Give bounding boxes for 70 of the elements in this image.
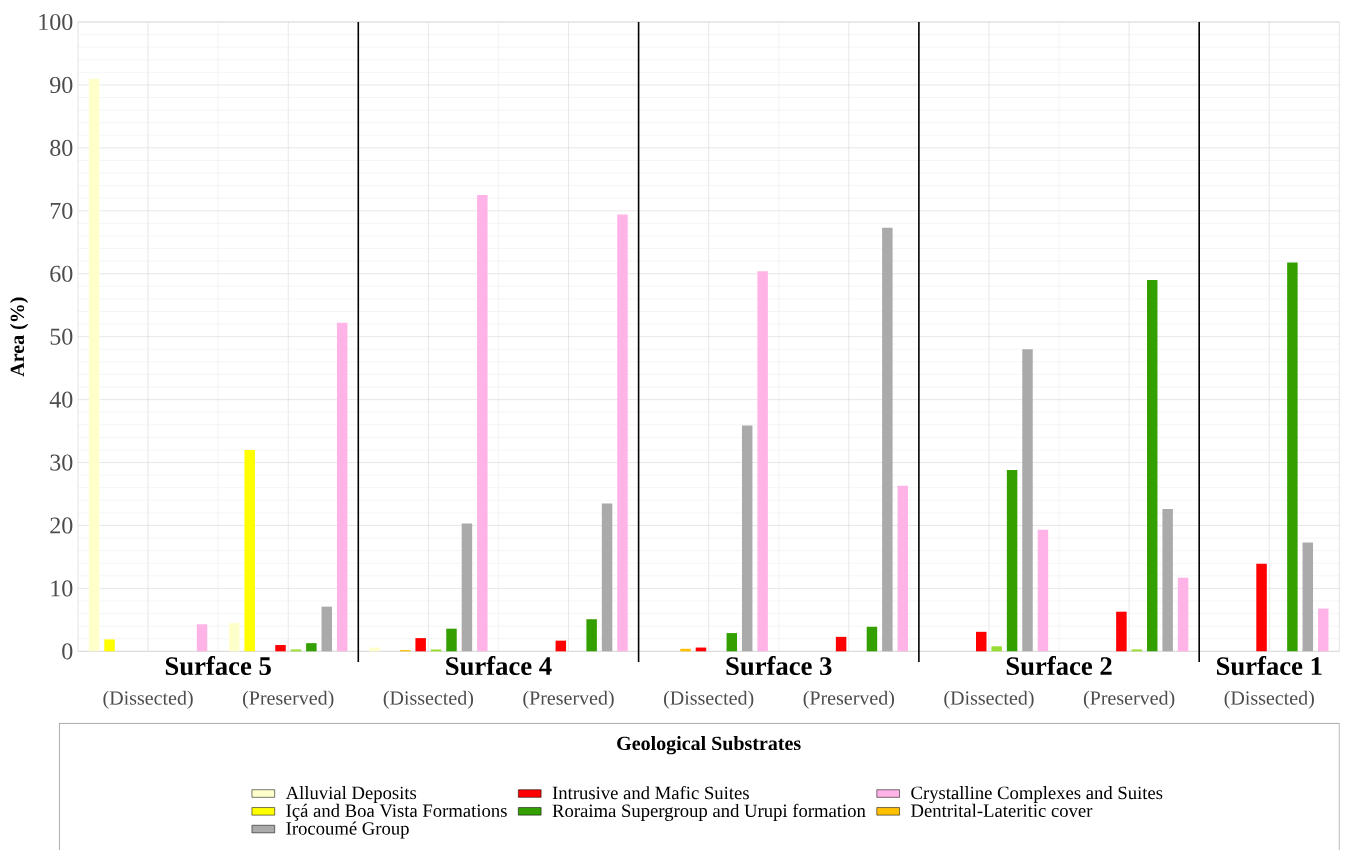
- x-tick-label: (Dissected): [664, 690, 754, 709]
- bar: [601, 503, 613, 652]
- text: Surface 2: [1006, 656, 1112, 676]
- text: Surface 5: [165, 656, 271, 676]
- y-tick-label: 30: [50, 454, 73, 471]
- bar: [1302, 542, 1314, 652]
- bar: [306, 643, 317, 652]
- y-tick-label: 40: [49, 391, 73, 408]
- text: Surface 3: [726, 656, 832, 676]
- legend-label: Alluvial Deposits: [285, 786, 417, 803]
- bar: [415, 638, 426, 652]
- bar: [1037, 529, 1049, 652]
- x-tick-label: (Dissected): [383, 690, 474, 709]
- bar: [757, 271, 768, 652]
- y-tick-label: 20: [50, 517, 73, 534]
- bar: [1116, 611, 1127, 652]
- bar: [336, 322, 348, 652]
- x-tick-label: (Dissected): [103, 690, 193, 709]
- x-tick-label: (Preserved): [523, 690, 614, 709]
- bar: [1317, 608, 1329, 652]
- x-tick-label: (Dissected): [1224, 690, 1314, 709]
- bar: [976, 631, 987, 652]
- text: Surface 4: [446, 656, 552, 676]
- bar: [897, 485, 909, 652]
- bar: [882, 227, 893, 652]
- bar: [586, 619, 597, 652]
- x-tick-label: (Preserved): [803, 690, 895, 709]
- bar: [1256, 563, 1267, 652]
- y-axis-title: Area (%): [10, 297, 29, 377]
- legend-label: Roraima Supergroup and Urupi formation: [552, 803, 866, 821]
- y-tick-label: 0: [62, 643, 73, 660]
- bar: [461, 523, 473, 652]
- bar: [1022, 349, 1033, 652]
- bar: [321, 606, 333, 652]
- y-tick-label: 10: [51, 580, 73, 597]
- bar: [1287, 262, 1298, 652]
- bar: [196, 624, 208, 652]
- bar: [866, 626, 878, 652]
- bar: [275, 645, 286, 652]
- bar: [835, 636, 847, 652]
- bar: [1147, 280, 1158, 652]
- legend-label: Irocoumé Group: [286, 821, 409, 839]
- bar: [991, 646, 1002, 652]
- bar: [88, 78, 100, 652]
- legend-title: Geological Substrates: [617, 736, 801, 755]
- legend-label: Içá and Boa Vista Formations: [286, 803, 507, 821]
- bar: [1162, 509, 1173, 652]
- y-tick-label: 70: [50, 202, 73, 219]
- bar: [1006, 470, 1018, 652]
- text: Surface 1: [1216, 656, 1322, 676]
- y-tick-label: 50: [50, 328, 73, 345]
- y-tick-label: 100: [39, 13, 73, 31]
- bar: [617, 214, 628, 652]
- bar: [477, 195, 488, 652]
- bar: [446, 628, 457, 652]
- bar: [229, 623, 240, 652]
- y-tick-label: 80: [50, 139, 73, 156]
- x-tick-label: (Preserved): [243, 690, 334, 709]
- bar: [104, 639, 115, 652]
- bar: [1177, 577, 1189, 652]
- y-tick-label: 90: [50, 76, 73, 94]
- bar: [741, 425, 753, 652]
- y-tick-label: 60: [50, 265, 73, 282]
- bar: [244, 449, 255, 652]
- x-tick-label: (Dissected): [944, 690, 1034, 709]
- legend-label: Intrusive and Mafic Suites: [552, 785, 749, 800]
- legend-label: Crystalline Complexes and Suites: [911, 786, 1163, 804]
- x-tick-label: (Preserved): [1083, 690, 1175, 709]
- legend-label: Dentrital-Lateritic cover: [911, 803, 1093, 817]
- bar: [726, 633, 738, 652]
